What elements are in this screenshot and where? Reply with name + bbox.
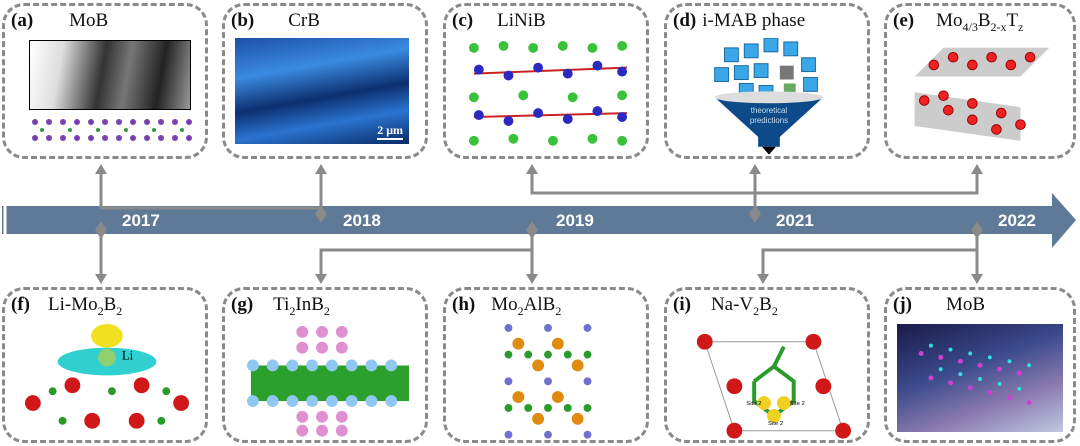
atom-label-li: Li <box>122 349 134 363</box>
year-2021: 2021 <box>776 211 814 230</box>
site-label: Site 2 <box>768 421 783 427</box>
panel-label: (j) <box>893 294 912 315</box>
panel-title: CrB <box>288 10 320 31</box>
year-2022: 2022 <box>998 211 1036 230</box>
panel-f: (f) Li-Mo2B2 Li <box>2 287 208 443</box>
panel-title: LiNiB <box>497 10 546 31</box>
panel-a: (a) MoB <box>2 3 208 159</box>
panel-label: (f) <box>11 294 30 315</box>
panel-title: i-MAB phase <box>702 10 806 31</box>
panel-c: (c) LiNiB <box>443 3 649 159</box>
arrowheads <box>95 164 983 284</box>
panel-label: (g) <box>231 294 254 315</box>
panel-label: (e) <box>893 10 915 31</box>
panel-title: Mo2AlB2 <box>491 294 562 318</box>
panel-title: MoB <box>69 10 109 31</box>
panel-title: MoB <box>945 294 986 315</box>
panel-label: (d) <box>673 10 697 31</box>
panel-d: (d) i-MAB phase theoretical predictions <box>664 3 870 159</box>
crystal-structure <box>246 325 410 437</box>
panel-h: (h) Mo2AlB2 <box>443 287 649 443</box>
panel-b: (b) CrB 2 μm <box>222 3 428 159</box>
charge-density-illustration: Li <box>24 323 190 429</box>
site-label: Site 2 <box>790 401 805 407</box>
panel-title: Na-V2B2 <box>710 294 778 318</box>
render-image <box>897 324 1063 432</box>
crystal-structure: Site 2 Site 2 Site 2 <box>696 333 852 439</box>
sem-image: 2 μm <box>235 38 409 144</box>
panel-title: Li-Mo2B2 <box>47 294 123 318</box>
site-label: Site 2 <box>746 401 761 407</box>
funnel-text-2: predictions <box>750 116 788 125</box>
year-diamonds <box>95 205 983 239</box>
panel-label: (i) <box>673 294 691 315</box>
panel-e: (e) Mo4/3B2-xTz <box>884 3 1076 159</box>
panel-label: (c) <box>452 10 474 31</box>
panel-label: (b) <box>231 10 255 31</box>
funnel-text-1: theoretical <box>751 106 788 115</box>
panel-g: (g) Ti2InB2 <box>222 287 428 443</box>
panel-i: (i) Na-V2B2 Site 2 Site 2 Site 2 <box>664 287 870 443</box>
crystal-structure <box>468 40 628 146</box>
panel-j: (j) MoB <box>884 287 1076 443</box>
funnel-illustration: theoretical predictions <box>714 38 824 155</box>
scale-bar: 2 μm <box>377 123 403 140</box>
year-2017: 2017 <box>122 211 160 230</box>
year-2019: 2019 <box>556 211 594 230</box>
year-2018: 2018 <box>343 211 381 230</box>
panel-label: (a) <box>11 10 34 31</box>
crystal-structure <box>504 323 592 439</box>
layer-structure <box>914 47 1050 141</box>
tem-image <box>23 38 192 146</box>
timeline-arrow <box>6 193 1076 248</box>
panel-title: Mo4/3B2-xTz <box>936 10 1024 34</box>
panel-title: Ti2InB2 <box>273 294 330 318</box>
panel-label: (h) <box>452 294 476 315</box>
